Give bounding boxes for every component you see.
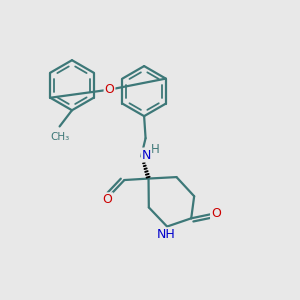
Text: O: O (211, 207, 221, 220)
Text: NH: NH (157, 228, 176, 241)
Text: N: N (142, 148, 151, 161)
Text: H: H (151, 142, 160, 156)
Text: O: O (105, 83, 115, 96)
Text: O: O (103, 193, 112, 206)
Text: CH₃: CH₃ (50, 132, 69, 142)
